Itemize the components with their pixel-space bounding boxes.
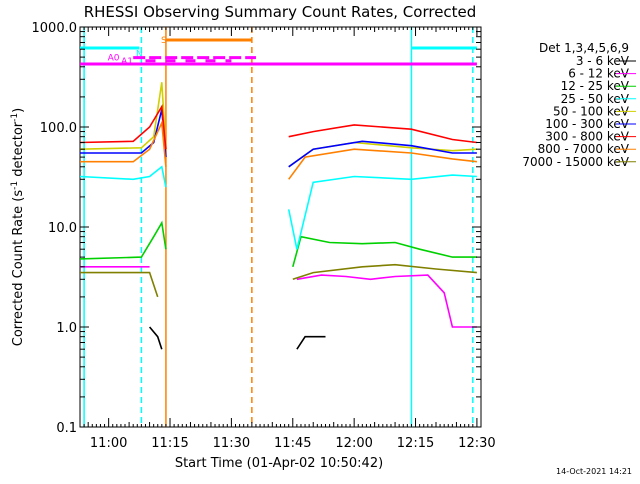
series-line-6	[288, 140, 477, 168]
legend-label: 3 - 6 keV	[576, 54, 630, 68]
series-line-4	[79, 165, 167, 188]
legend-label: 12 - 25 keV	[561, 79, 630, 93]
flag-label: A0	[108, 54, 120, 64]
legend-label: 100 - 300 keV	[545, 117, 629, 131]
y-axis-label-close: )	[11, 108, 26, 113]
chart-title: RHESSI Observing Summary Count Rates, Co…	[84, 3, 477, 21]
series-line-5	[79, 82, 167, 150]
flag-label: A1	[121, 57, 133, 67]
series-line-9	[292, 263, 477, 281]
y-tick-label: 1000.0	[32, 21, 78, 36]
legend-label: 50 - 100 keV	[553, 104, 630, 118]
x-tick-label: 12:00	[335, 436, 372, 451]
legend-label: 300 - 800 keV	[545, 130, 629, 144]
series-line-8	[288, 148, 477, 180]
legend-label: 6 - 12 keV	[568, 67, 630, 81]
legend-label: 800 - 7000 keV	[538, 142, 630, 156]
x-axis-label: Start Time (01-Apr-02 10:50:42)	[175, 456, 383, 471]
x-tick-label: 11:45	[274, 436, 311, 451]
x-tick-label: 11:30	[213, 436, 250, 451]
x-tick-label: 11:00	[90, 436, 127, 451]
series-line-9	[80, 271, 159, 298]
series-line-3	[292, 235, 477, 268]
series-line-1	[296, 335, 326, 350]
series-line-2	[296, 274, 477, 328]
y-tick-label: 1.0	[56, 321, 77, 336]
series-line-3	[79, 220, 167, 260]
series-line-7	[79, 104, 167, 150]
legend-label: 7000 - 15000 keV	[522, 155, 629, 169]
y-axis-label-mid: detector	[11, 121, 26, 181]
flag-label: S	[161, 36, 167, 46]
y-axis-label: Corrected Count Rate (s-1 detector-1)	[10, 108, 26, 346]
y-axis-label-sup1: -1	[10, 181, 20, 190]
x-tick-label: 12:15	[397, 436, 434, 451]
legend-label: 25 - 50 keV	[561, 92, 630, 106]
y-axis-label-main: Corrected Count Rate (s	[11, 190, 26, 347]
y-axis-label-sup2: -1	[10, 113, 20, 122]
series-line-1	[148, 326, 163, 350]
series-line-6	[80, 109, 167, 158]
y-tick-label: 100.0	[40, 121, 77, 136]
plot-frame	[79, 26, 482, 428]
series-line-7	[288, 124, 477, 144]
series-line-8	[80, 119, 167, 167]
series-line-4	[287, 174, 477, 250]
flag-label: N	[136, 50, 143, 60]
x-tick-label: 11:15	[151, 436, 188, 451]
y-tick-label: 0.1	[56, 421, 77, 436]
plot-timestamp: 14-Oct-2021 14:21	[556, 467, 632, 476]
y-tick-label: 10.0	[48, 221, 77, 236]
x-tick-label: 12:30	[458, 436, 495, 451]
legend-title: Det 1,3,4,5,6,9	[539, 41, 629, 55]
